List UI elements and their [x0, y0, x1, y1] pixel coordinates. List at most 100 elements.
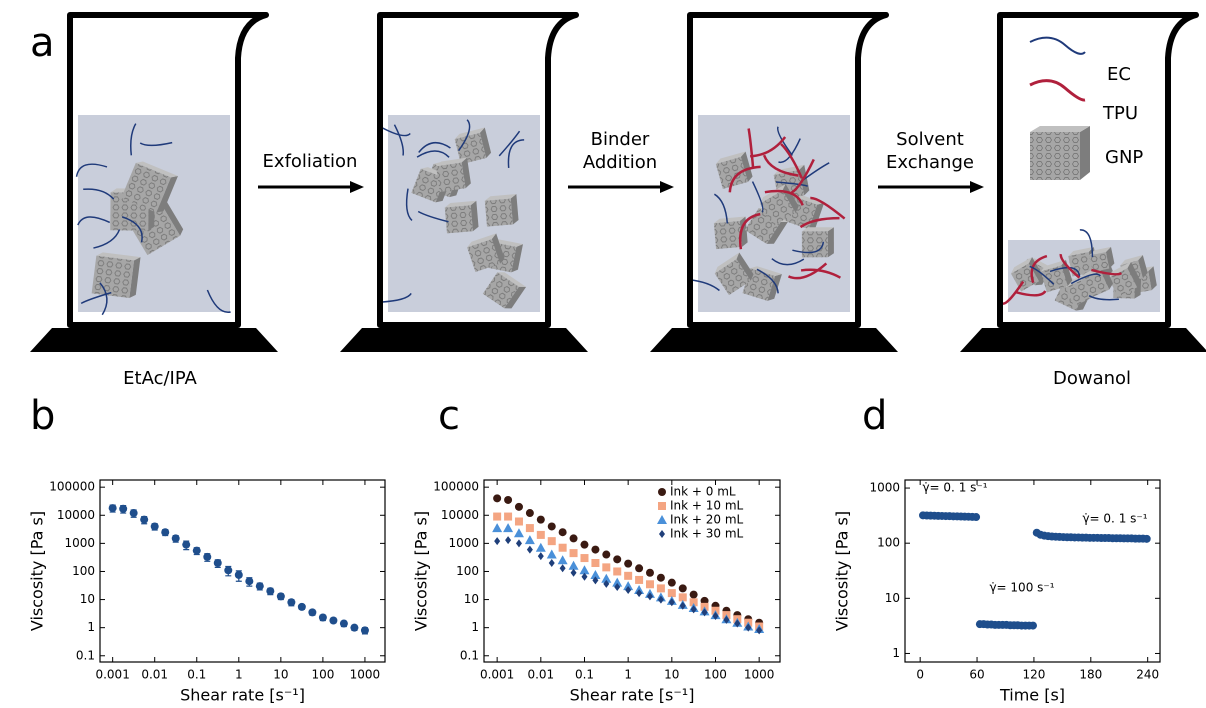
platelet-top: [760, 183, 786, 204]
panel-label: d: [862, 393, 887, 439]
y-tick-label: 1000: [869, 481, 900, 495]
marker: [656, 573, 665, 582]
platelet-side: [740, 151, 753, 182]
fiber: [810, 196, 846, 220]
y-tick-label: 10000: [441, 508, 479, 522]
marker: [537, 552, 544, 561]
marker: [119, 504, 128, 513]
x-tick-label: 0.001: [95, 668, 129, 682]
marker: [526, 545, 533, 554]
fiber: [738, 212, 761, 250]
marker: [266, 587, 275, 596]
marker: [635, 575, 644, 584]
gnp-platelet: [801, 227, 834, 258]
solvent-label: Dowanol: [1053, 368, 1131, 389]
x-tick-label: 1: [624, 668, 632, 682]
step-label: Binder: [591, 129, 650, 150]
platelet-face: [435, 162, 466, 193]
x-tick-label: 0: [916, 668, 924, 682]
fiber: [1029, 265, 1055, 285]
fiber: [93, 229, 121, 249]
platelet-side: [1100, 264, 1114, 290]
marker: [318, 613, 327, 622]
fiber: [130, 123, 137, 156]
marker: [657, 595, 664, 604]
gnp-platelet: [121, 161, 178, 213]
platelet-side: [504, 286, 527, 309]
legend-label[interactable]: Ink + 0 mL: [670, 485, 736, 499]
marker: [635, 564, 644, 573]
marker: [140, 515, 149, 524]
marker: [548, 559, 555, 568]
arrowhead: [350, 181, 364, 193]
panel-label: b: [30, 393, 55, 439]
marker: [245, 577, 254, 586]
marker: [287, 598, 296, 607]
platelet-side: [1138, 254, 1148, 279]
platelet-face: [713, 221, 742, 250]
arrowhead: [970, 181, 984, 193]
marker: [514, 517, 523, 526]
beaker-outline: [687, 12, 889, 328]
plot-frame: [99, 479, 386, 663]
fiber: [780, 143, 803, 179]
legend-label[interactable]: Ink + 20 mL: [670, 513, 744, 527]
legend-label[interactable]: Ink + 30 mL: [670, 527, 744, 541]
marker: [515, 539, 522, 548]
fiber: [405, 188, 413, 221]
legend-label[interactable]: Ink + 10 mL: [670, 499, 744, 513]
marker: [591, 559, 600, 568]
fiber: [764, 189, 804, 206]
gnp-platelet: [1040, 259, 1073, 293]
platelet-side: [799, 164, 810, 196]
platelet-top: [792, 194, 825, 205]
gnp-platelet: [435, 157, 471, 193]
marker: [646, 592, 653, 601]
platelet-face: [1081, 270, 1110, 299]
marker: [505, 536, 512, 545]
marker: [493, 494, 502, 503]
fiber: [728, 165, 761, 193]
fiber: [1049, 266, 1081, 277]
fiber: [1015, 290, 1047, 297]
marker: [276, 592, 285, 601]
marker: [1028, 621, 1037, 630]
marker: [602, 563, 611, 572]
beaker-outline: [67, 12, 269, 328]
y-tick-label: 10000: [57, 508, 95, 522]
gnp-platelet: [760, 183, 799, 227]
platelet-top: [1068, 246, 1094, 257]
marker: [580, 540, 589, 549]
marker: [524, 535, 535, 545]
y-axis-label: Viscosity [Pa s]: [412, 511, 431, 631]
y-tick-label: 100: [456, 564, 479, 578]
x-tick-label: 60: [969, 668, 984, 682]
fiber: [1030, 254, 1048, 284]
platelet-top: [467, 233, 497, 248]
marker: [645, 568, 654, 577]
platelet-face: [1089, 252, 1110, 272]
marker: [503, 523, 514, 533]
fiber: [750, 136, 787, 158]
legend-gnp-icon: [1030, 126, 1090, 180]
gnp-platelet: [91, 252, 141, 299]
x-axis-label: Shear rate [s⁻¹]: [570, 686, 695, 705]
fiber: [507, 139, 525, 168]
platelet-side: [736, 252, 754, 281]
marker: [689, 590, 698, 599]
legend-ec-line: [1029, 36, 1086, 55]
marker: [612, 577, 623, 587]
y-tick-label: 100: [877, 536, 900, 550]
fiber: [77, 216, 111, 226]
x-tick-label: 240: [1136, 668, 1159, 682]
x-tick-label: 100: [704, 668, 727, 682]
marker: [636, 589, 643, 598]
y-axis-label: Viscosity [Pa s]: [833, 511, 852, 631]
y-tick-label: 1000: [448, 536, 479, 550]
legend-marker: [657, 515, 667, 524]
marker: [614, 583, 621, 592]
marker: [689, 598, 698, 607]
y-tick-label: 100: [72, 564, 95, 578]
fiber: [1059, 253, 1081, 279]
platelet-side: [511, 244, 523, 273]
